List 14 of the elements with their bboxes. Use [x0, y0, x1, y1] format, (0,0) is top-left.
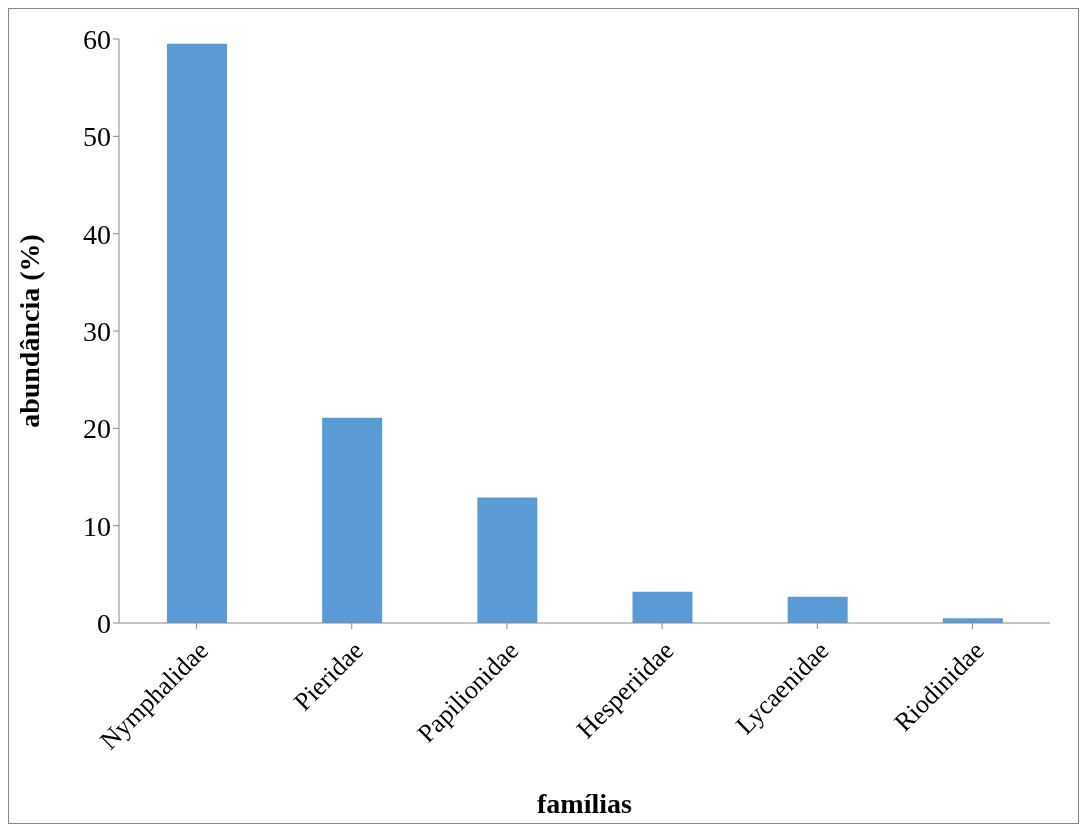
bar: [787, 596, 848, 623]
y-tick-label: 10: [83, 510, 111, 542]
bar: [477, 497, 538, 623]
y-tick-label: 0: [97, 607, 111, 639]
x-axis-title: famílias: [537, 788, 633, 819]
y-tick-label: 40: [83, 218, 111, 250]
y-axis-title: abundância (%): [13, 234, 45, 428]
y-tick-label: 60: [83, 23, 111, 55]
y-tick-label: 30: [83, 315, 111, 347]
bar: [167, 43, 227, 623]
bar: [322, 417, 383, 623]
bar: [632, 591, 693, 623]
y-tick-label: 20: [83, 413, 111, 445]
y-tick-label: 50: [83, 121, 111, 153]
